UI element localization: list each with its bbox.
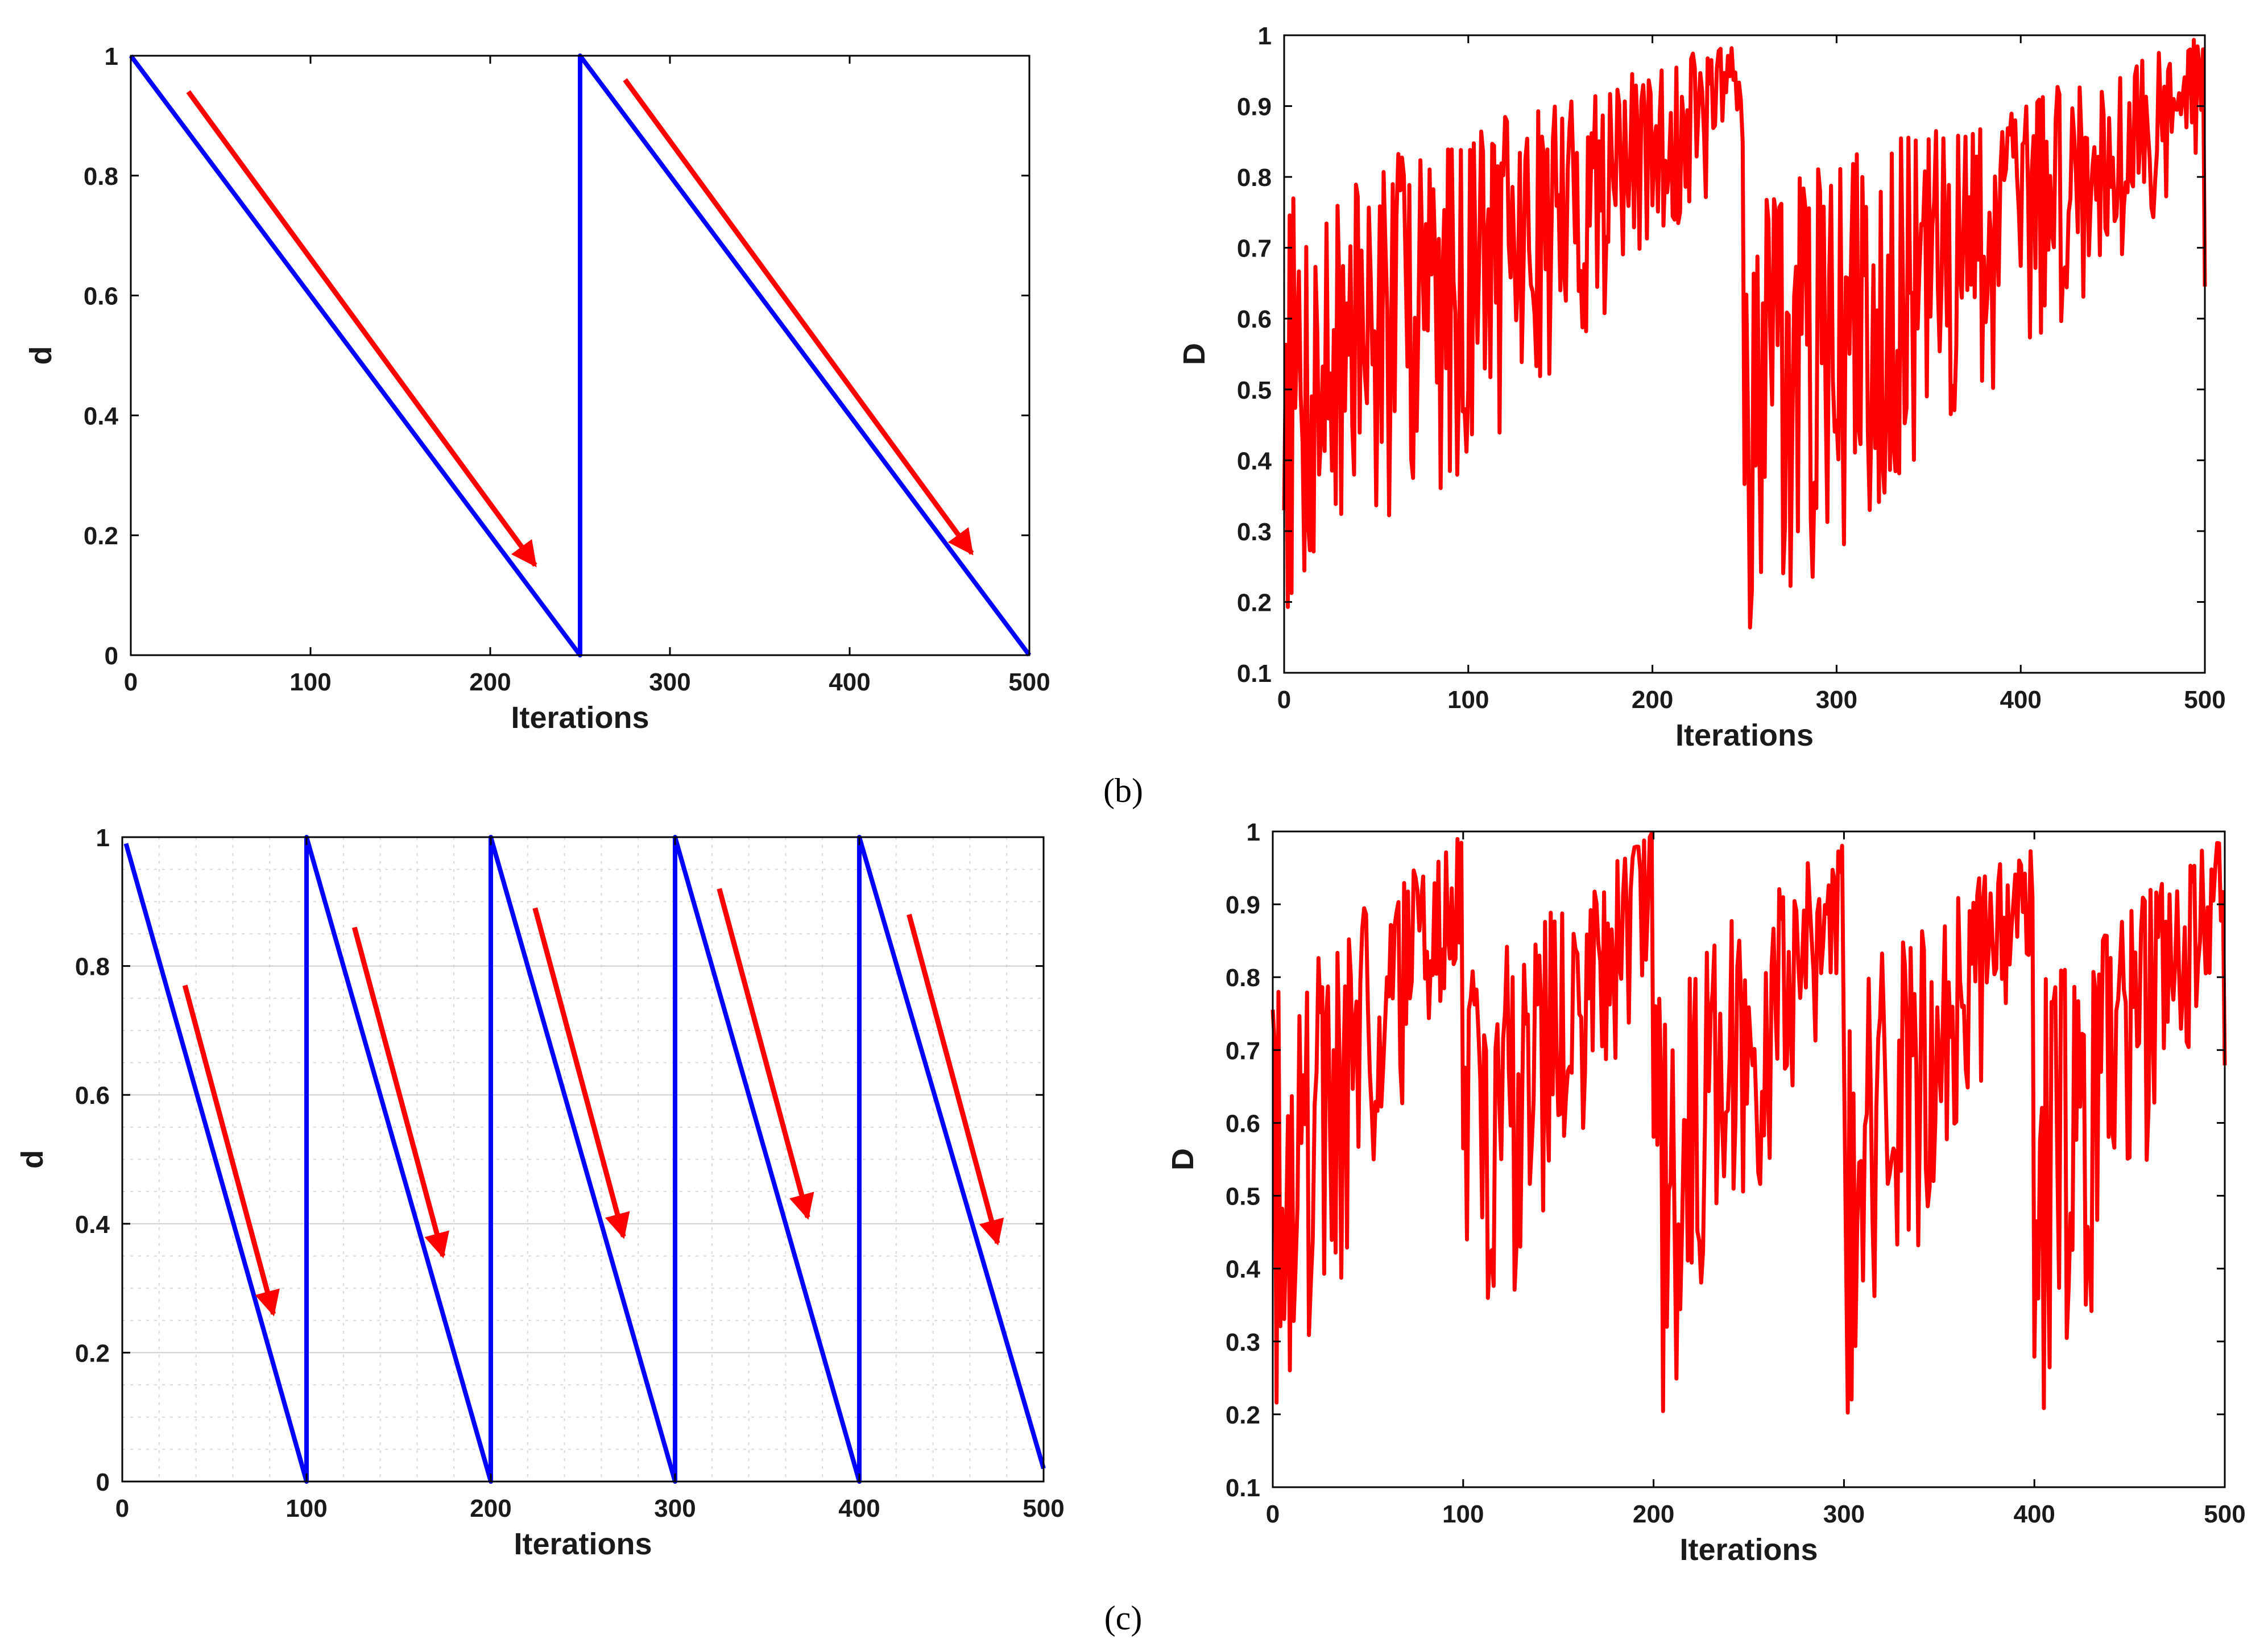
- y-tick-label: 0.8: [1226, 964, 1260, 992]
- trend-arrow-3: [532, 907, 630, 1239]
- trend-arrow-1: [186, 90, 537, 568]
- y-tick-label: 0.4: [1226, 1256, 1261, 1284]
- panel-c-right-chart: 0 100 200 300 400 500 0.1 0.2 0.3 0.4 0.5 0.6 0.7 0.8…: [1166, 818, 2246, 1567]
- x-tick-label: 200: [1633, 1500, 1674, 1528]
- y-tick-label: 0.2: [1237, 589, 1272, 616]
- y-tick-label: 0.6: [1226, 1110, 1260, 1137]
- y-tick-label: 0.8: [75, 953, 110, 981]
- y-tick-label: 0.4: [75, 1211, 110, 1239]
- y-tick-label: 1: [1247, 818, 1260, 846]
- y-tick-label: 1: [105, 43, 118, 71]
- panel-b-left-chart: 0 100 200 300 400 500 0 0.2 0.4 0.6 0.8 1 Iterations…: [24, 43, 1050, 735]
- axes-frame: [130, 55, 1030, 656]
- x-tick-label: 500: [2204, 1500, 2245, 1528]
- y-tick-label: 0: [105, 642, 118, 670]
- y-axis-label: D: [1177, 343, 1211, 365]
- y-tick-label: 0.9: [1237, 93, 1272, 121]
- trend-arrow-1: [182, 984, 280, 1317]
- x-tick-label: 100: [289, 668, 331, 696]
- y-tick-label: 0.7: [1226, 1037, 1260, 1065]
- axes-frame: [1272, 830, 2226, 1488]
- y-axis-label: d: [24, 346, 58, 365]
- x-tick-label: 100: [1442, 1500, 1484, 1528]
- y-tick-label: 1: [1258, 22, 1272, 50]
- x-tick-label: 500: [2184, 686, 2225, 714]
- x-tick-label: 300: [1823, 1500, 1865, 1528]
- y-tick-label: 0.4: [84, 402, 119, 430]
- y-tick-label: 0.6: [1237, 305, 1272, 333]
- x-tick-label: 300: [654, 1495, 696, 1522]
- x-axis-label: Iterations: [511, 701, 649, 735]
- series-line-d-0: [1270, 831, 2227, 1415]
- x-tick-label: 200: [1632, 686, 1673, 714]
- x-tick-label: 200: [470, 1495, 511, 1522]
- x-axis-label: Iterations: [514, 1527, 652, 1561]
- x-tick-label: 400: [838, 1495, 880, 1522]
- x-tick-label: 400: [2013, 1500, 2055, 1528]
- trend-arrow-5: [907, 913, 1004, 1246]
- caption-c: (c): [1104, 1599, 1143, 1637]
- y-tick-label: 0.2: [84, 522, 118, 550]
- panel-b-right-chart: 0 100 200 300 400 500 0.1 0.2 0.3 0.4 0.5 0.6 0.7 0.8…: [1177, 22, 2226, 752]
- y-tick-label: 0: [96, 1468, 110, 1496]
- y-tick-label: 0.1: [1237, 660, 1272, 688]
- y-tick-label: 1: [96, 824, 110, 852]
- x-tick-label: 0: [124, 668, 138, 696]
- x-tick-label: 200: [469, 668, 511, 696]
- x-tick-label: 300: [649, 668, 690, 696]
- y-tick-label: 0.8: [1237, 164, 1272, 192]
- y-tick-label: 0.2: [1226, 1401, 1260, 1429]
- series-line-d-0: [123, 835, 1046, 1484]
- y-tick-label: 0.5: [1226, 1183, 1260, 1211]
- trend-arrow-4: [717, 888, 814, 1220]
- panel-c-left-chart: 0 100 200 300 400 500 0 0.2 0.4 0.6 0.8 1 Iterations…: [15, 824, 1065, 1561]
- y-tick-label: 0.6: [75, 1082, 110, 1110]
- x-tick-label: 0: [1266, 1500, 1280, 1528]
- x-tick-label: 500: [1023, 1495, 1064, 1522]
- x-tick-label: 0: [1277, 686, 1291, 714]
- y-tick-label: 0.2: [75, 1339, 110, 1367]
- y-tick-label: 0.3: [1226, 1329, 1260, 1356]
- trend-arrow-2: [623, 78, 974, 556]
- axes-frame: [1283, 34, 2206, 674]
- y-axis-label: d: [15, 1150, 49, 1169]
- y-tick-label: 0.7: [1237, 235, 1272, 263]
- x-tick-label: 300: [1816, 686, 1857, 714]
- x-tick-label: 500: [1008, 668, 1050, 696]
- y-tick-label: 0.5: [1237, 376, 1272, 404]
- x-axis-label: Iterations: [1679, 1533, 1818, 1567]
- series-line-d-0: [129, 53, 1032, 657]
- y-axis-label: D: [1166, 1148, 1200, 1170]
- plot-area: [1273, 831, 2225, 1487]
- caption-b: (b): [1103, 772, 1143, 809]
- x-tick-label: 0: [115, 1495, 129, 1522]
- y-tick-label: 0.4: [1237, 447, 1272, 475]
- y-tick-label: 0.6: [84, 283, 118, 311]
- x-tick-label: 400: [829, 668, 870, 696]
- y-tick-label: 0.8: [84, 163, 118, 191]
- y-tick-label: 0.3: [1237, 518, 1272, 546]
- trend-arrow-2: [351, 926, 449, 1259]
- x-axis-label: Iterations: [1675, 718, 1814, 752]
- y-tick-label: 0.9: [1226, 891, 1260, 919]
- x-tick-label: 400: [2000, 686, 2041, 714]
- series-line-d-0: [1282, 38, 2207, 630]
- x-tick-label: 100: [285, 1495, 327, 1522]
- x-tick-label: 100: [1447, 686, 1489, 714]
- axes-frame: [121, 836, 1045, 1483]
- y-tick-label: 0.1: [1226, 1474, 1260, 1502]
